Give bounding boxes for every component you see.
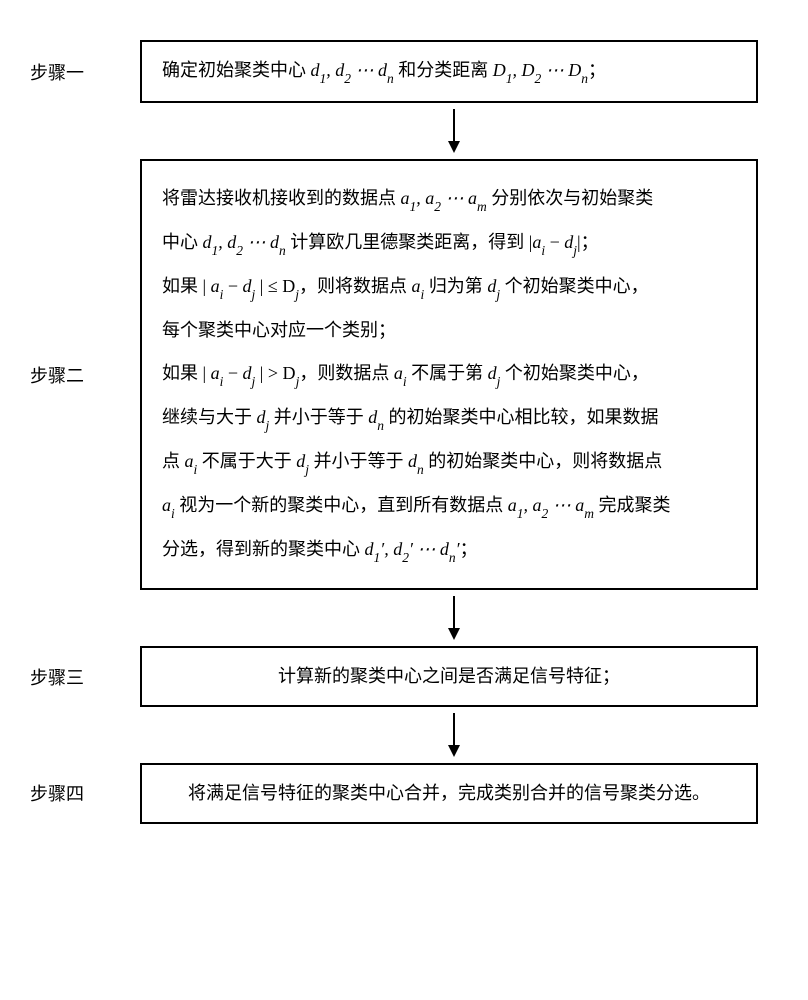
step3-box: 计算新的聚类中心之间是否满足信号特征； [140,646,758,707]
step1-label: 步骤一 [30,59,130,85]
step1-row: 步骤一 确定初始聚类中心 d1, d2 ⋯ dn 和分类距离 D1, D2 ⋯ … [30,40,778,103]
step2-line8: ai 视为一个新的聚类中心，直到所有数据点 a1, a2 ⋯ am 完成聚类 [162,484,736,528]
flowchart: 步骤一 确定初始聚类中心 d1, d2 ⋯ dn 和分类距离 D1, D2 ⋯ … [30,40,778,824]
step1-t1: 确定初始聚类中心 [162,60,311,80]
step1-t2: 和分类距离 [394,60,493,80]
step4-row: 步骤四 将满足信号特征的聚类中心合并，完成类别合并的信号聚类分选。 [30,763,778,824]
step2-line3: 如果 | ai − dj | ≤ Dj，则将数据点 ai 归为第 dj 个初始聚… [162,265,736,309]
step2-line7: 点 ai 不属于大于 dj 并小于等于 dn 的初始聚类中心，则将数据点 [162,440,736,484]
step3-label: 步骤三 [30,664,130,690]
step3-text: 计算新的聚类中心之间是否满足信号特征； [278,666,620,686]
step4-label: 步骤四 [30,780,130,806]
step4-text: 将满足信号特征的聚类中心合并，完成类别合并的信号聚类分选。 [188,783,710,803]
arrow-2-3 [444,596,464,640]
step2-label: 步骤二 [30,362,130,388]
step2-line9: 分选，得到新的聚类中心 d1′, d2′ ⋯ dn′； [162,528,736,572]
step1-t3: ； [588,60,606,80]
arrow-1-2 [444,109,464,153]
step2-line4: 每个聚类中心对应一个类别； [162,309,736,352]
step2-line1: 将雷达接收机接收到的数据点 a1, a2 ⋯ am 分别依次与初始聚类 [162,177,736,221]
step3-row: 步骤三 计算新的聚类中心之间是否满足信号特征； [30,646,778,707]
step4-box: 将满足信号特征的聚类中心合并，完成类别合并的信号聚类分选。 [140,763,758,824]
step1-box: 确定初始聚类中心 d1, d2 ⋯ dn 和分类距离 D1, D2 ⋯ Dn； [140,40,758,103]
step2-box: 将雷达接收机接收到的数据点 a1, a2 ⋯ am 分别依次与初始聚类 中心 d… [140,159,758,590]
arrow-3-4 [444,713,464,757]
step2-line6: 继续与大于 dj 并小于等于 dn 的初始聚类中心相比较，如果数据 [162,396,736,440]
step2-line5: 如果 | ai − dj | > Dj，则数据点 ai 不属于第 dj 个初始聚… [162,352,736,396]
step2-line2: 中心 d1, d2 ⋯ dn 计算欧几里德聚类距离，得到 |ai − dj|； [162,221,736,265]
step2-row: 步骤二 将雷达接收机接收到的数据点 a1, a2 ⋯ am 分别依次与初始聚类 … [30,159,778,590]
